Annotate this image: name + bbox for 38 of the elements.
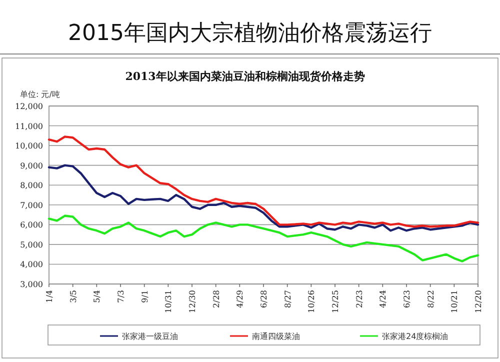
legend-label: 张家港一级豆油 bbox=[122, 332, 178, 341]
x-tick-label: 9/1 bbox=[140, 290, 150, 303]
chart-subtitle: 2013年以来国内菜油豆油和棕榈油现货价格走势 bbox=[125, 70, 365, 83]
x-tick-label: 5/4 bbox=[92, 290, 102, 303]
line-series bbox=[48, 136, 480, 228]
x-tick-label: 8/22 bbox=[426, 290, 436, 308]
x-tick-label: 12/20 bbox=[474, 290, 483, 314]
legend-label: 张家港24度棕榈油 bbox=[382, 332, 448, 341]
y-tick-label: 9,000 bbox=[20, 161, 43, 170]
y-tick-label: 4,000 bbox=[20, 260, 43, 270]
x-tick-label: 10/26 bbox=[307, 290, 316, 314]
x-tick-label: 2/28 bbox=[212, 290, 221, 308]
y-tick-label: 12,000 bbox=[15, 102, 43, 111]
y-tick-label: 8,000 bbox=[20, 181, 43, 190]
y-tick-label: 3,000 bbox=[20, 280, 43, 289]
legend-label: 南通四级菜油 bbox=[252, 332, 300, 341]
line-series bbox=[48, 164, 480, 232]
y-tick-label: 6,000 bbox=[20, 220, 43, 230]
x-tick-label: 6/28 bbox=[260, 290, 268, 308]
x-tick-label: 3/5 bbox=[68, 290, 78, 303]
chart-title: 2015年国内大宗植物油价格震荡运行 bbox=[68, 21, 432, 46]
x-tick-label: 4/24 bbox=[378, 290, 388, 308]
y-tick-label: 10,000 bbox=[15, 142, 43, 151]
x-tick-label: 10/31 bbox=[164, 290, 174, 314]
x-tick-label: 12/25 bbox=[331, 290, 340, 314]
x-tick-label: 7/3 bbox=[116, 290, 126, 303]
x-tick-label: 6/23 bbox=[402, 290, 412, 308]
x-tick-label: 1/4 bbox=[45, 290, 54, 303]
line-series bbox=[48, 214, 480, 262]
y-axis-title: 单位: 元/吨 bbox=[20, 90, 60, 99]
x-tick-label: 4/29 bbox=[236, 290, 245, 308]
x-tick-label: 8/27 bbox=[283, 290, 292, 308]
x-tick-label: 10/21 bbox=[450, 290, 460, 314]
x-tick-label: 12/30 bbox=[188, 290, 197, 314]
y-tick-label: 11,000 bbox=[15, 122, 43, 131]
x-tick-label: 2/23 bbox=[354, 290, 364, 308]
y-tick-label: 5,000 bbox=[20, 240, 43, 250]
y-tick-label: 7,000 bbox=[20, 200, 43, 210]
